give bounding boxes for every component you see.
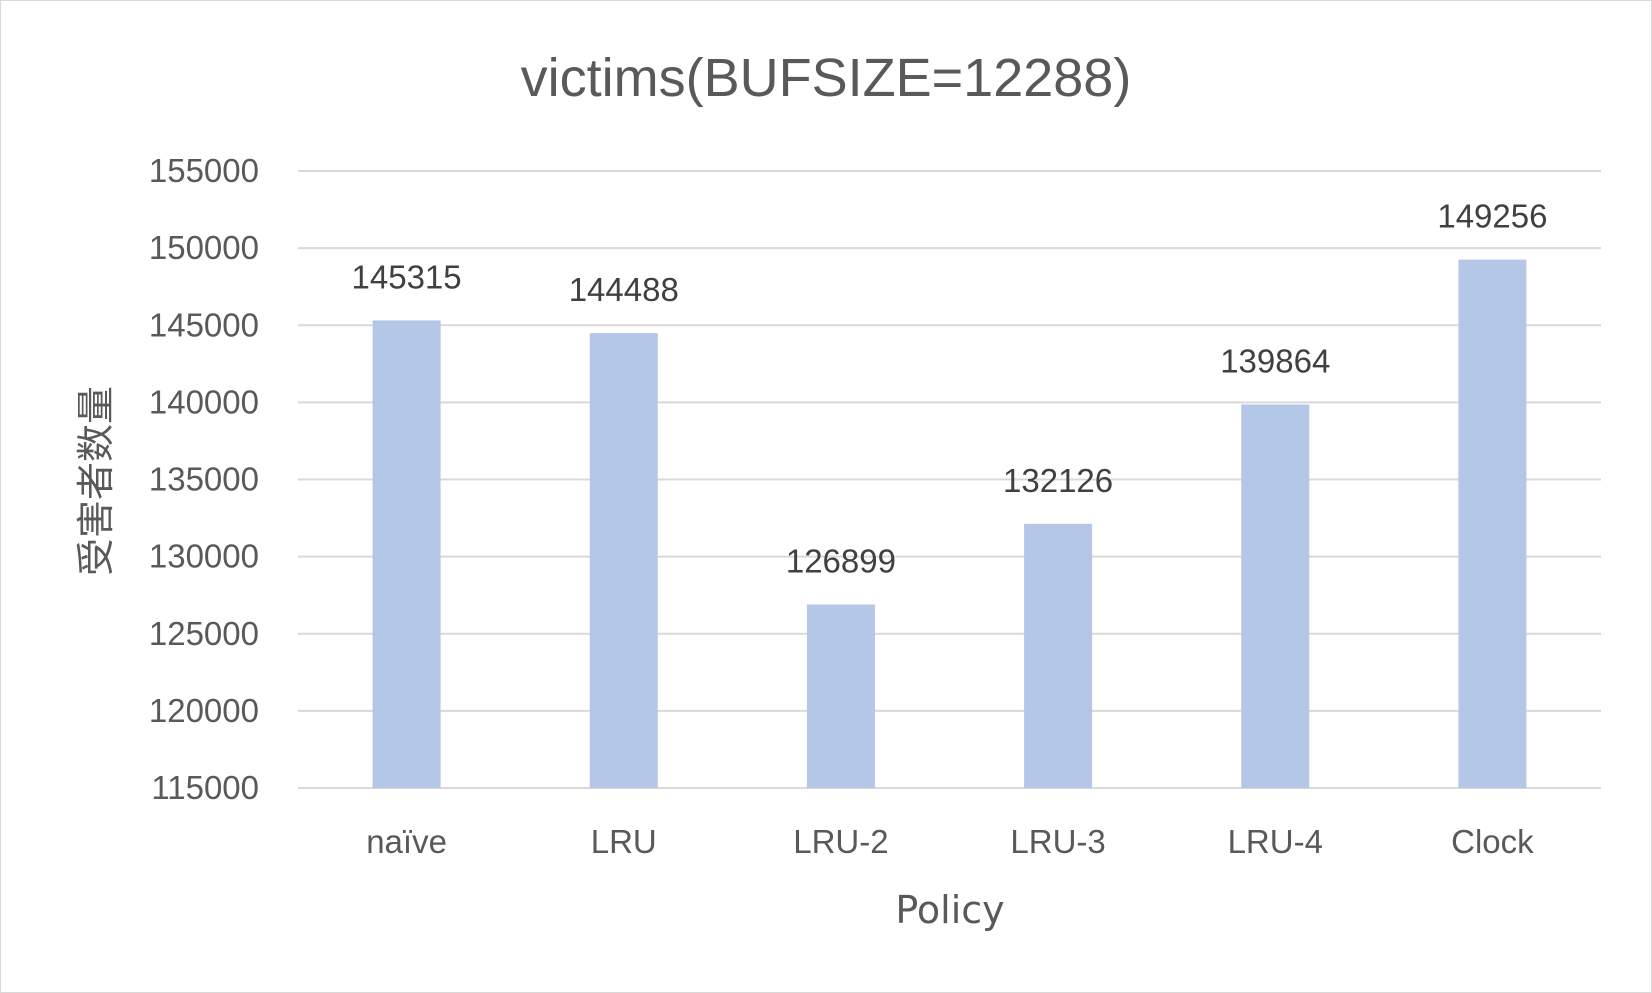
data-label: 139864 — [1220, 342, 1330, 379]
y-axis-label: 受害者数量 — [74, 386, 118, 576]
y-tick-label: 150000 — [149, 229, 259, 266]
y-tick-label: 120000 — [149, 692, 259, 729]
x-axis-categories: naïve LRU LRU-2 LRU-3 LRU-4 Clock — [366, 823, 1534, 860]
x-tick-label: LRU — [591, 823, 657, 860]
y-tick-label: 130000 — [149, 538, 259, 575]
data-label: 132126 — [1003, 462, 1113, 499]
chart-title: victims(BUFSIZE=12288) — [521, 48, 1132, 108]
bar-LRU — [589, 333, 658, 788]
gridlines — [298, 170, 1601, 789]
bar-LRU-4 — [1241, 404, 1310, 788]
y-tick-label: 135000 — [149, 461, 259, 498]
x-tick-label: naïve — [366, 823, 447, 860]
data-label: 126899 — [786, 542, 896, 579]
x-axis-label: Policy — [895, 888, 1004, 932]
bar-LRU-2 — [806, 604, 875, 788]
data-labels: 145315 144488 126899 132126 139864 149256 — [352, 198, 1548, 580]
y-axis-ticks: 115000 120000 125000 130000 135000 140000 1450… — [149, 152, 259, 806]
y-tick-label: 115000 — [151, 769, 259, 806]
y-tick-label: 145000 — [149, 306, 259, 343]
bar-Clock — [1458, 259, 1527, 788]
data-label: 145315 — [352, 258, 462, 295]
y-tick-label: 140000 — [149, 383, 259, 420]
x-tick-label: Clock — [1451, 823, 1534, 860]
x-tick-label: LRU-2 — [793, 823, 888, 860]
bar-naïve — [372, 320, 441, 788]
bar-LRU-3 — [1024, 523, 1093, 788]
y-tick-label: 125000 — [149, 615, 259, 652]
x-tick-label: LRU-3 — [1010, 823, 1105, 860]
data-label: 149256 — [1437, 198, 1547, 235]
bars — [372, 259, 1527, 788]
data-label: 144488 — [569, 271, 679, 308]
y-tick-label: 155000 — [149, 152, 259, 189]
x-tick-label: LRU-4 — [1228, 823, 1323, 860]
